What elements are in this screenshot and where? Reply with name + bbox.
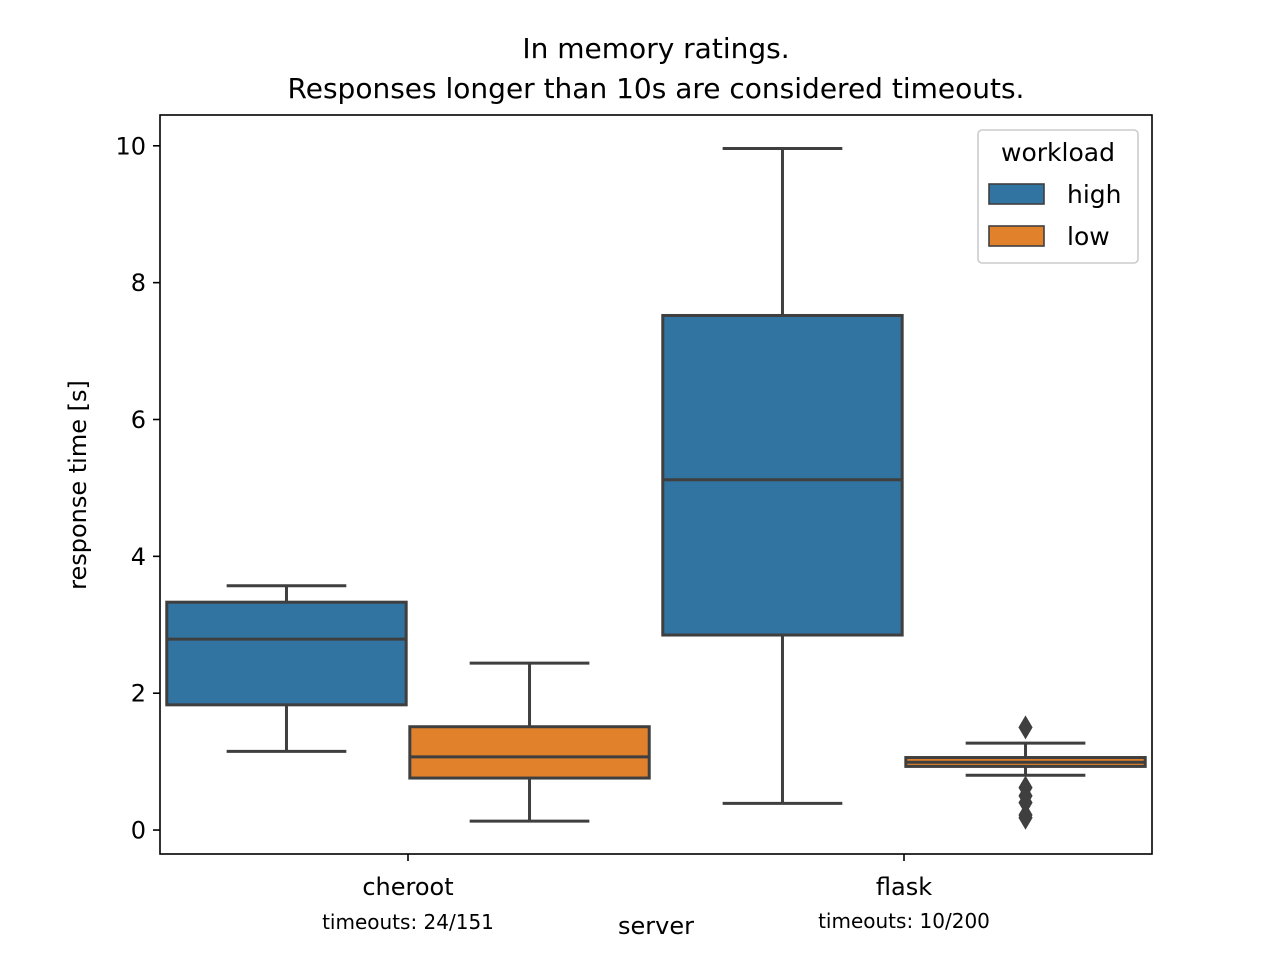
box-high-flask-body	[661, 313, 904, 637]
legend-swatch-high	[988, 183, 1045, 205]
box-low-flask-outlier-5	[1018, 805, 1033, 830]
flask-timeouts-annotation: timeouts: 10/200	[818, 909, 990, 933]
box-high-flask	[661, 147, 904, 805]
legend-swatch-low	[988, 225, 1045, 247]
box-low-cheroot	[408, 661, 651, 823]
legend-label-low: low	[1067, 222, 1110, 251]
chart-title-line-2: Responses longer than 10s are considered…	[288, 72, 1025, 105]
y-axis-label: response time [s]	[64, 380, 92, 590]
y-tick-label-0: 0	[131, 817, 146, 845]
y-tick-label-2: 4	[131, 543, 146, 571]
y-tick-label-4: 8	[131, 269, 146, 297]
box-high-cheroot-body	[165, 600, 408, 707]
y-tick-label-3: 6	[131, 406, 146, 434]
box-high-cheroot	[165, 584, 408, 753]
box-low-flask-outlier-0	[1018, 715, 1033, 740]
x-tick-label-cheroot: cheroot	[362, 873, 453, 901]
x-axis-label: server	[618, 912, 694, 940]
box-low-cheroot-body	[408, 725, 651, 780]
legend: workload high low	[977, 129, 1139, 264]
legend-title: workload	[1001, 138, 1115, 167]
plot-area	[165, 147, 1147, 830]
y-axis: 0 2 4 6 8 10	[115, 132, 160, 845]
cheroot-timeouts-annotation: timeouts: 24/151	[322, 910, 494, 934]
legend-label-high: high	[1067, 180, 1122, 209]
chart-title-line-1: In memory ratings.	[522, 32, 789, 65]
y-tick-label-5: 10	[115, 132, 146, 160]
plot-frame	[159, 114, 1153, 855]
box-low-flask	[904, 715, 1147, 830]
y-tick-label-1: 2	[131, 680, 146, 708]
x-axis: cheroot flask	[362, 854, 932, 901]
x-tick-label-flask: flask	[876, 873, 932, 901]
